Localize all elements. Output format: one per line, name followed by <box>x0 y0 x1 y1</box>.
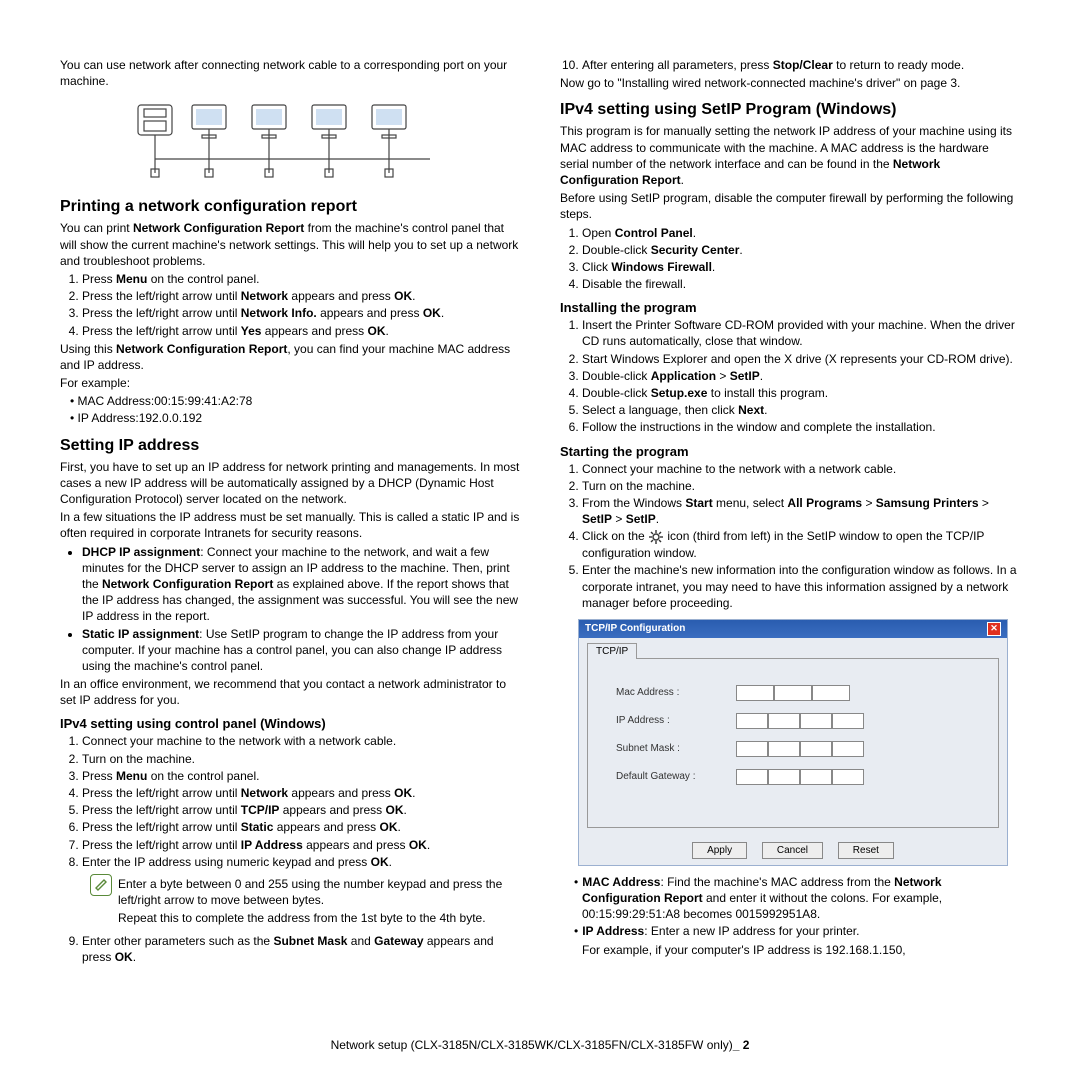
section-title-install: Installing the program <box>560 300 1020 315</box>
page-footer: Network setup (CLX-3185N/CLX-3185WK/CLX-… <box>60 1038 1020 1052</box>
reset-button[interactable]: Reset <box>838 842 894 859</box>
r1-steps: After entering all parameters, press Sto… <box>560 57 1020 73</box>
section-title-ipv4-cp: IPv4 setting using control panel (Window… <box>60 716 520 731</box>
s3-steps: Connect your machine to the network with… <box>60 733 520 870</box>
label-mask: Subnet Mask : <box>616 743 736 754</box>
cancel-button[interactable]: Cancel <box>762 842 823 859</box>
s5-steps: Insert the Printer Software CD-ROM provi… <box>560 317 1020 435</box>
dialog-title: TCP/IP Configuration <box>585 623 685 634</box>
after-b2: IP Address: Enter a new IP address for y… <box>560 923 1020 939</box>
section-title-start: Starting the program <box>560 444 1020 459</box>
s1-p1: You can print Network Configuration Repo… <box>60 220 520 269</box>
s2-p3: In an office environment, we recommend t… <box>60 676 520 708</box>
r1-p: Now go to "Installing wired network-conn… <box>560 75 1020 91</box>
label-gw: Default Gateway : <box>616 771 736 782</box>
close-icon[interactable]: ✕ <box>987 622 1001 636</box>
s4-p1: This program is for manually setting the… <box>560 123 1020 188</box>
gear-icon <box>648 529 664 545</box>
intro-text: You can use network after connecting net… <box>60 57 520 89</box>
tab-tcpip[interactable]: TCP/IP <box>587 643 637 659</box>
after-b2-cont: For example, if your computer's IP addre… <box>560 942 1020 958</box>
s4-fw-steps: Open Control Panel. Double-click Securit… <box>560 225 1020 293</box>
s1-steps: Press Menu on the control panel. Press t… <box>60 271 520 339</box>
gw-field[interactable] <box>736 769 864 785</box>
ip-field[interactable] <box>736 713 864 729</box>
s2-p1: First, you have to set up an IP address … <box>60 459 520 508</box>
s1-examples: MAC Address:00:15:99:41:A2:78 IP Address… <box>60 393 520 426</box>
apply-button[interactable]: Apply <box>692 842 747 859</box>
s1-p2: Using this Network Configuration Report,… <box>60 341 520 373</box>
mask-field[interactable] <box>736 741 864 757</box>
section-title-setip: IPv4 setting using SetIP Program (Window… <box>560 101 1020 119</box>
note-icon <box>90 874 112 896</box>
tcpip-dialog: TCP/IP Configuration ✕ TCP/IP Mac Addres… <box>578 619 1008 866</box>
mac-field[interactable] <box>736 685 850 701</box>
s2-bullets: DHCP IP assignment: Connect your machine… <box>60 544 520 675</box>
s6-steps: Connect your machine to the network with… <box>560 461 1020 611</box>
label-ip: IP Address : <box>616 715 736 726</box>
note-box: Enter a byte between 0 and 255 using the… <box>90 874 520 929</box>
s3-steps-cont: Enter other parameters such as the Subne… <box>60 933 520 965</box>
section-title-print-report: Printing a network configuration report <box>60 198 520 216</box>
after-b1: MAC Address: Find the machine's MAC addr… <box>560 874 1020 923</box>
s1-p3: For example: <box>60 375 520 391</box>
s2-p2: In a few situations the IP address must … <box>60 509 520 541</box>
section-title-setting-ip: Setting IP address <box>60 437 520 455</box>
network-diagram <box>60 99 520 188</box>
s4-p2: Before using SetIP program, disable the … <box>560 190 1020 222</box>
label-mac: Mac Address : <box>616 687 736 698</box>
